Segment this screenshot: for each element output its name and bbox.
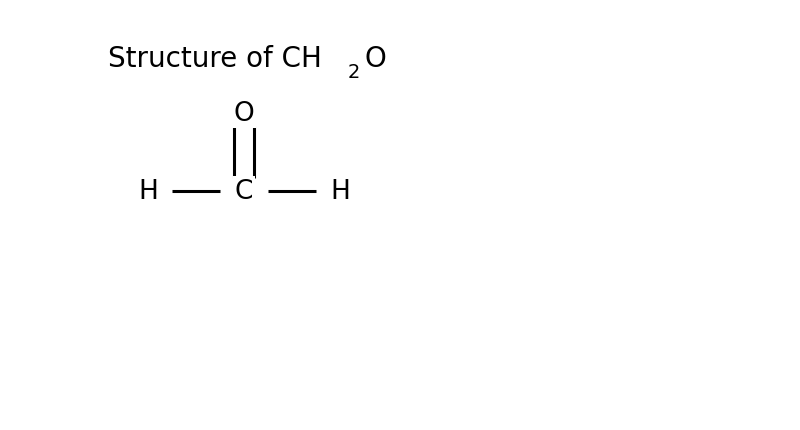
Text: H: H	[330, 178, 350, 204]
Text: H: H	[138, 178, 158, 204]
Text: Structure of CH: Structure of CH	[108, 45, 322, 73]
Text: O: O	[365, 45, 386, 73]
Text: 2: 2	[347, 63, 359, 82]
Text: C: C	[235, 178, 253, 204]
Text: O: O	[234, 101, 254, 127]
